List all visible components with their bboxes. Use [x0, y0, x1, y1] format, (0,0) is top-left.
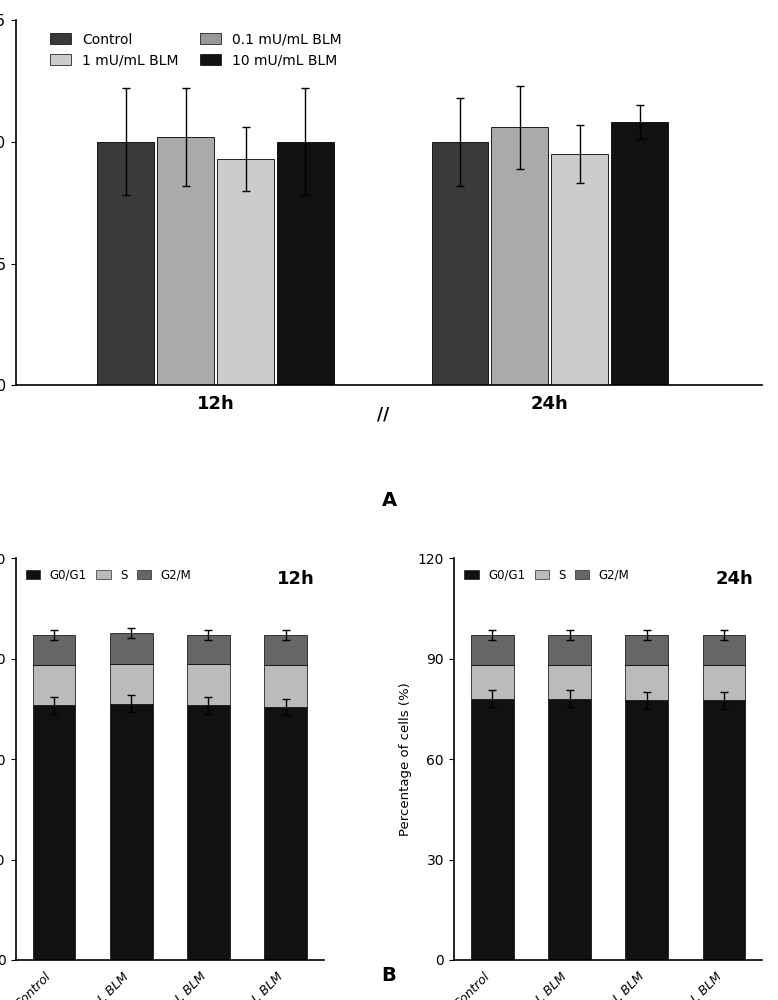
Legend: G0/G1, S, G2/M: G0/G1, S, G2/M	[460, 564, 634, 586]
Legend: Control, 1 mU/mL BLM, 0.1 mU/mL BLM, 10 mU/mL BLM: Control, 1 mU/mL BLM, 0.1 mU/mL BLM, 10 …	[45, 27, 347, 73]
Bar	[33, 635, 75, 665]
Bar	[265, 665, 307, 707]
Bar	[548, 635, 591, 665]
Bar	[187, 705, 230, 960]
Legend: G0/G1, S, G2/M: G0/G1, S, G2/M	[22, 564, 196, 586]
Bar	[548, 665, 591, 699]
Bar	[703, 665, 745, 700]
Bar	[110, 704, 152, 960]
Bar	[471, 699, 513, 960]
Bar	[703, 700, 745, 960]
Bar	[492, 127, 548, 385]
Bar	[33, 705, 75, 960]
Bar	[703, 635, 745, 665]
Y-axis label: Percentage of cells (%): Percentage of cells (%)	[399, 682, 412, 836]
Text: B: B	[382, 966, 396, 985]
Text: 24h: 24h	[716, 570, 753, 588]
Bar	[612, 122, 668, 385]
Bar	[432, 142, 489, 385]
Text: A: A	[381, 491, 397, 510]
Bar	[265, 707, 307, 960]
Bar	[277, 142, 334, 385]
Bar	[471, 635, 513, 665]
Bar	[157, 137, 214, 385]
Text: 12h: 12h	[277, 570, 315, 588]
Bar	[110, 664, 152, 704]
Text: //: //	[377, 406, 389, 424]
Bar	[217, 159, 274, 385]
Bar	[626, 635, 668, 665]
Bar	[33, 665, 75, 705]
Bar	[626, 665, 668, 700]
Bar	[110, 633, 152, 664]
Bar	[471, 665, 513, 699]
Bar	[187, 664, 230, 705]
Bar	[187, 635, 230, 664]
Bar	[552, 154, 608, 385]
Bar	[97, 142, 154, 385]
Bar	[265, 635, 307, 665]
Bar	[626, 700, 668, 960]
Bar	[548, 699, 591, 960]
